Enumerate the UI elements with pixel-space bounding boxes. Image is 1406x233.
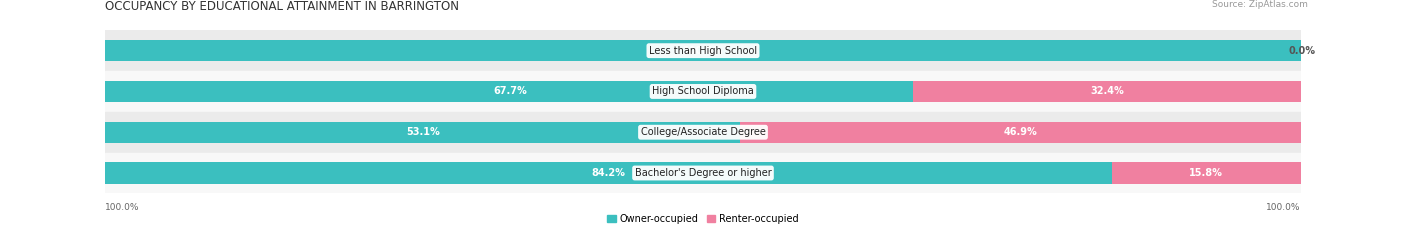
Bar	[105, 122, 740, 143]
Text: 100.0%: 100.0%	[683, 46, 723, 56]
Legend: Owner-occupied, Renter-occupied: Owner-occupied, Renter-occupied	[603, 210, 803, 228]
Text: 100.0%: 100.0%	[105, 203, 141, 212]
Text: 53.1%: 53.1%	[406, 127, 440, 137]
Text: College/Associate Degree: College/Associate Degree	[641, 127, 765, 137]
Bar	[105, 162, 1301, 184]
Text: Source: ZipAtlas.com: Source: ZipAtlas.com	[1212, 0, 1308, 9]
Bar	[105, 71, 1301, 112]
Bar	[740, 122, 1301, 143]
Text: 67.7%: 67.7%	[494, 86, 527, 96]
Text: 15.8%: 15.8%	[1189, 168, 1223, 178]
Text: Less than High School: Less than High School	[650, 46, 756, 56]
Text: 84.2%: 84.2%	[592, 168, 626, 178]
Bar	[105, 30, 1301, 71]
Text: 100.0%: 100.0%	[1265, 203, 1301, 212]
Text: OCCUPANCY BY EDUCATIONAL ATTAINMENT IN BARRINGTON: OCCUPANCY BY EDUCATIONAL ATTAINMENT IN B…	[105, 0, 460, 13]
Bar	[105, 40, 1301, 61]
Bar	[105, 122, 1301, 143]
Bar	[914, 81, 1301, 102]
Bar	[105, 153, 1301, 193]
Bar	[105, 81, 914, 102]
Bar	[105, 112, 1301, 153]
Bar	[105, 81, 1301, 102]
Bar	[1112, 162, 1301, 184]
Text: 0.0%: 0.0%	[1288, 46, 1316, 56]
Text: 46.9%: 46.9%	[1004, 127, 1038, 137]
Text: 32.4%: 32.4%	[1090, 86, 1123, 96]
Bar	[105, 162, 1112, 184]
Bar	[105, 40, 1301, 61]
Text: High School Diploma: High School Diploma	[652, 86, 754, 96]
Text: Bachelor's Degree or higher: Bachelor's Degree or higher	[634, 168, 772, 178]
